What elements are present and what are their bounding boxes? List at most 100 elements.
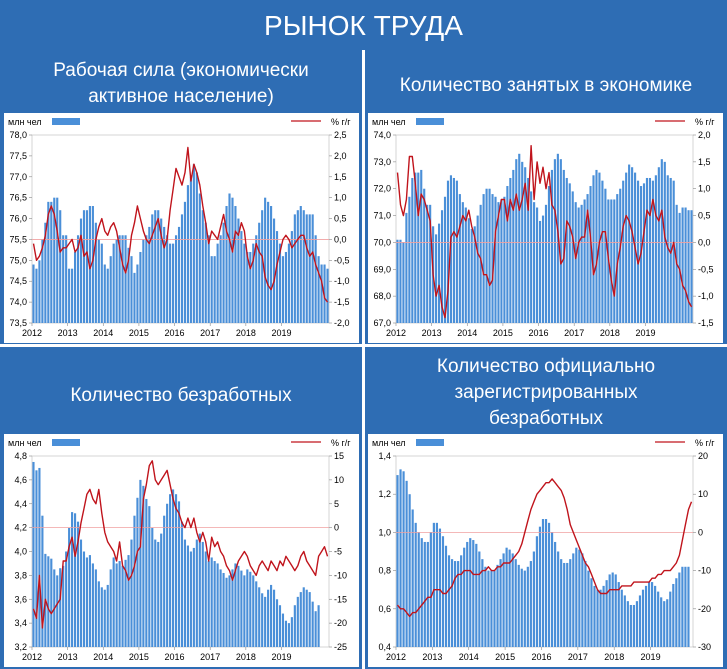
y-tick-label: 76,0: [9, 214, 27, 224]
bar: [690, 210, 693, 323]
y2-tick-label: 0,0: [698, 237, 711, 247]
bar: [130, 539, 133, 647]
x-tick-label: 2014: [459, 652, 479, 662]
bar: [408, 494, 411, 647]
bar: [435, 234, 438, 323]
bar: [180, 521, 184, 647]
bar: [473, 226, 476, 323]
y-tick-label: 0,4: [378, 642, 391, 652]
bar: [287, 623, 290, 647]
x-tick-label: 2016: [529, 328, 549, 338]
bar: [68, 527, 71, 647]
bar: [460, 555, 463, 647]
bar: [142, 239, 145, 323]
bar: [249, 571, 252, 647]
bar: [299, 206, 302, 323]
y-tick-label: 69,0: [373, 264, 391, 274]
banner-title: РЫНОК ТРУДА: [264, 10, 463, 41]
bar: [201, 541, 204, 647]
bar: [91, 206, 94, 323]
bar: [246, 569, 249, 647]
y-tick-label: 74,0: [9, 297, 27, 307]
bar: [180, 214, 184, 323]
bar: [237, 218, 240, 323]
bar: [544, 519, 548, 647]
bar: [596, 589, 599, 647]
bar: [638, 595, 642, 647]
bar: [127, 247, 130, 323]
y-tick-label: 4,8: [14, 451, 27, 461]
y-tick-label: 73,5: [9, 318, 27, 328]
bar: [56, 575, 59, 647]
y-tick-label: 73,0: [373, 157, 391, 167]
bar: [629, 604, 632, 647]
bar: [469, 538, 472, 647]
bar: [396, 239, 399, 323]
bar: [160, 533, 163, 647]
bar: [109, 569, 112, 647]
bar: [112, 243, 115, 323]
bar: [446, 180, 450, 323]
bar: [532, 551, 535, 647]
y2-tick-label: -0,5: [698, 264, 714, 274]
bar: [225, 577, 228, 647]
bar: [511, 553, 514, 647]
bar: [463, 547, 466, 647]
bar: [601, 180, 604, 323]
x-tick-label: 2015: [495, 652, 515, 662]
bar: [166, 503, 169, 647]
bar: [154, 210, 157, 323]
bar: [100, 243, 103, 323]
y-tick-label: 75,5: [9, 234, 27, 244]
bar: [628, 164, 631, 323]
bar: [207, 235, 210, 323]
y-tick-label: 4,6: [14, 475, 27, 485]
bar: [466, 541, 469, 647]
bar: [593, 585, 596, 647]
bar: [32, 461, 35, 647]
bar: [85, 210, 89, 323]
y-tick-label: 75,0: [9, 255, 27, 265]
bar: [518, 153, 521, 323]
bar: [234, 206, 237, 323]
bar: [435, 522, 439, 647]
bar: [496, 564, 499, 647]
bar: [133, 272, 136, 323]
bar: [183, 201, 187, 323]
y2-tick-label: 10: [334, 475, 344, 485]
y2-tick-label: 5: [334, 499, 339, 509]
bar: [320, 264, 323, 323]
y-tick-label: 71,0: [373, 211, 391, 221]
x-tick-label: 2012: [386, 652, 406, 662]
bar: [240, 231, 243, 323]
bar: [82, 210, 86, 323]
bar: [408, 196, 411, 323]
line-series: [32, 460, 329, 629]
bar: [502, 553, 505, 647]
y-tick-label: 72,0: [373, 184, 391, 194]
y2-tick-label: 0,0: [334, 234, 347, 244]
bar: [467, 218, 470, 323]
bar: [293, 605, 296, 647]
bar: [485, 188, 488, 323]
bar: [641, 589, 645, 647]
x-tick-label: 2017: [564, 328, 584, 338]
y2-tick-label: 1,0: [698, 184, 711, 194]
bar: [562, 169, 565, 323]
bar: [529, 561, 532, 647]
chart-title-4: Количество официально зарегистрированных…: [365, 354, 727, 432]
bar: [296, 210, 299, 323]
bar: [41, 515, 44, 647]
bar: [85, 557, 89, 647]
legend-bar-swatch: [416, 118, 444, 125]
y2-tick-label: 2,0: [334, 151, 347, 161]
bar: [506, 186, 509, 323]
y-tick-label: 4,0: [14, 547, 27, 557]
bar: [440, 210, 444, 323]
bar: [663, 601, 666, 647]
y-tick-label: 3,8: [14, 570, 27, 580]
bar: [654, 585, 657, 647]
bar: [536, 207, 539, 323]
bar: [79, 539, 83, 647]
bar: [578, 549, 581, 647]
